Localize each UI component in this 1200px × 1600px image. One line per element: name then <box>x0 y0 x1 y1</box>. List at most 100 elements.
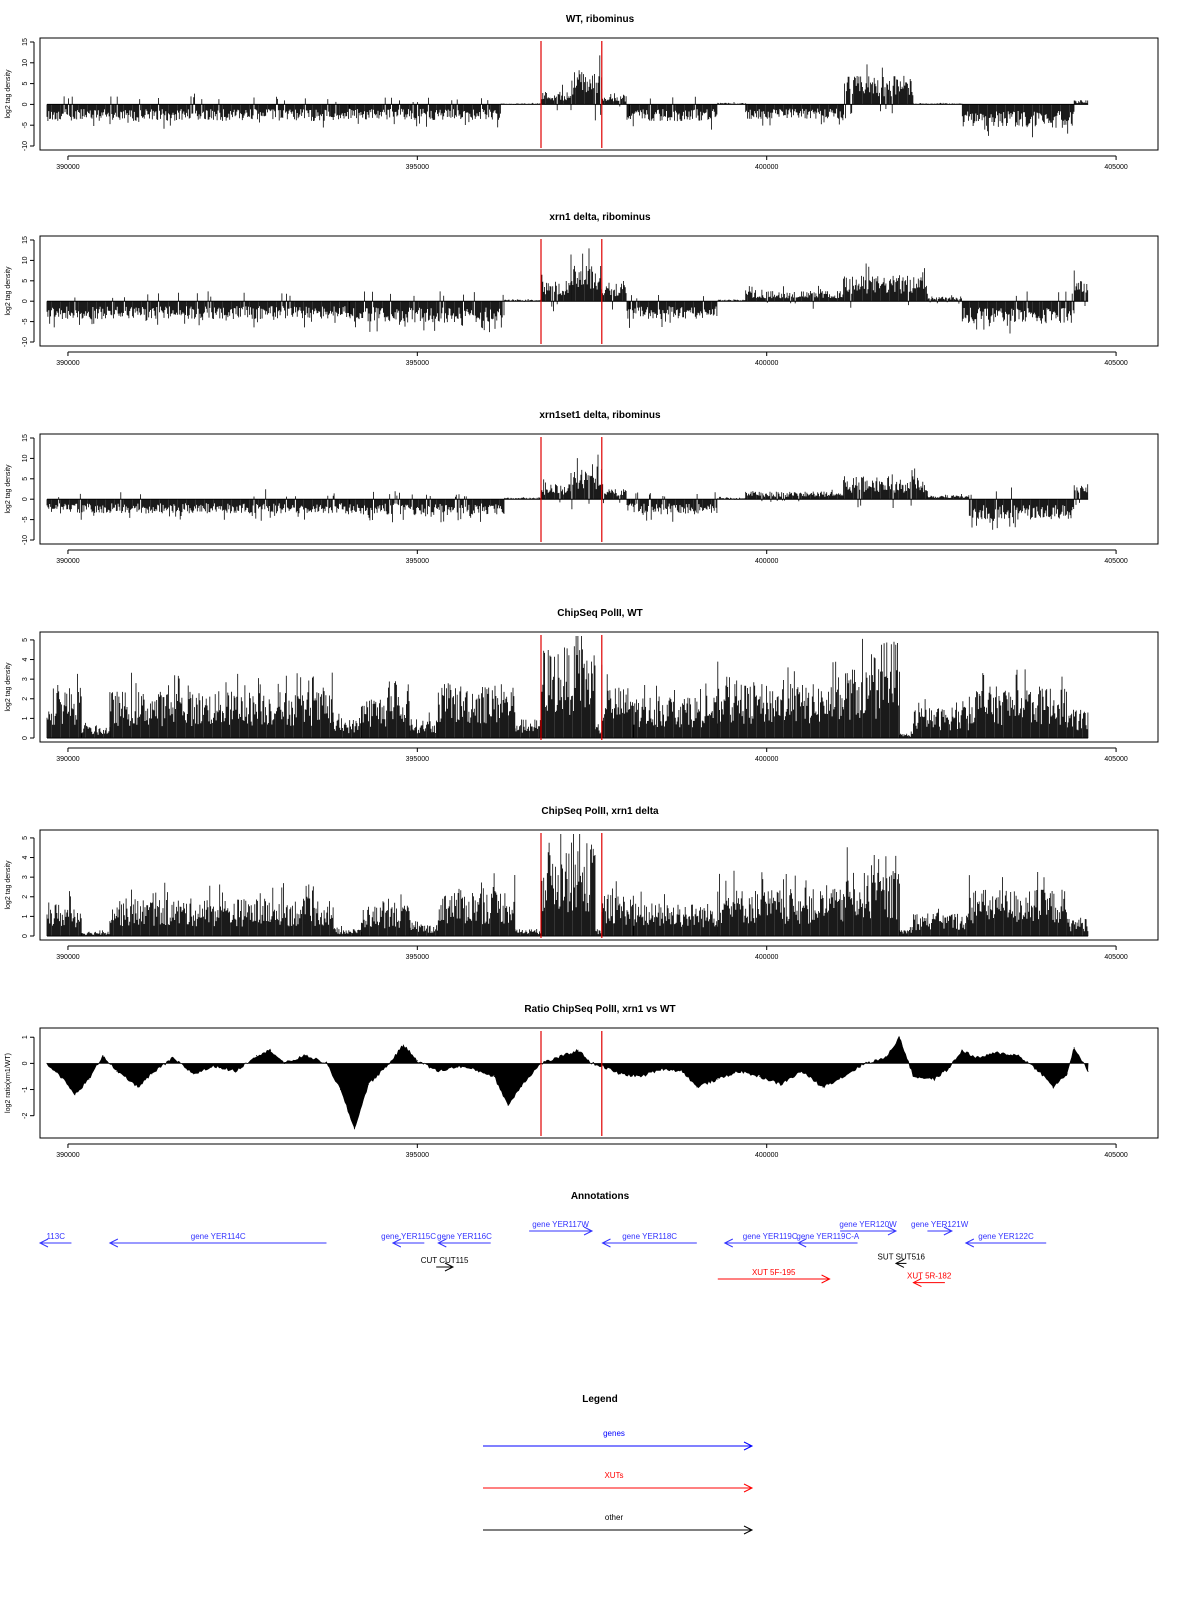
arrow-head <box>723 1238 733 1248</box>
signal-segment <box>540 636 596 738</box>
signal-bars <box>504 497 542 500</box>
chart-title: xrn1 delta, ribominus <box>549 212 651 223</box>
x-tick-label: 400000 <box>755 360 778 367</box>
annotation-feature: SUT SUT516 <box>877 1252 925 1268</box>
signal-bars <box>46 673 82 738</box>
signal-bars <box>601 484 627 504</box>
annotation-label: gene YER119C-A <box>796 1232 860 1241</box>
signal-segment <box>717 299 747 302</box>
signal-segment <box>745 285 844 309</box>
y-tick-label: 4 <box>22 657 29 661</box>
signal-segment <box>437 873 516 936</box>
annotation-label: XUT 5F-195 <box>752 1268 796 1277</box>
chart-title: Ratio ChipSeq PolII, xrn1 vs WT <box>524 1004 675 1015</box>
y-tick-label: 4 <box>22 855 29 859</box>
ratio-point <box>822 1086 824 1088</box>
signal-bars <box>626 492 718 522</box>
chart-panel-6: Ratio ChipSeq PolII, xrn1 vs WT -2 -1 0 1 log… <box>5 1004 1159 1159</box>
signal-bars <box>595 929 602 936</box>
y-tick-label: 0 <box>22 299 29 303</box>
y-tick-label: 10 <box>22 454 29 462</box>
x-tick-label: 395000 <box>406 558 429 565</box>
signal-bars <box>745 104 844 126</box>
ratio-point <box>437 1070 439 1072</box>
signal-segment <box>843 64 914 119</box>
signal-segment <box>500 102 542 105</box>
signal-bars <box>81 930 111 936</box>
ratio-point <box>1052 1086 1054 1088</box>
ratio-point <box>214 1065 216 1067</box>
y-tick-label: -2 <box>22 1112 29 1118</box>
ratio-point <box>116 1070 118 1072</box>
x-tick-label: 400000 <box>755 558 778 565</box>
signal-segment <box>347 291 505 333</box>
chart-panel-2: xrn1 delta, ribominus -10 -5 0 5 10 15 log2 tag… <box>5 212 1159 367</box>
signal-bars <box>745 285 844 309</box>
annotations-title: Annotations <box>571 1191 630 1202</box>
signal-segment <box>913 102 963 105</box>
ratio-point <box>102 1055 104 1057</box>
plot-frame <box>39 1027 1159 1139</box>
y-tick-label: 1 <box>22 914 29 918</box>
annotation-feature: gene YER114C <box>108 1232 327 1248</box>
signal-bars <box>899 927 914 936</box>
signal-segment <box>46 291 348 328</box>
ratio-point <box>864 1062 866 1064</box>
signal-bars <box>633 891 718 936</box>
signal-bars <box>514 719 541 738</box>
signal-segment <box>109 672 334 738</box>
signal-segment <box>927 494 970 500</box>
signal-segment <box>570 248 602 302</box>
ratio-point <box>46 1062 48 1064</box>
signal-bars <box>961 291 1075 334</box>
annotations-panel: Annotations 113C gene YER114C gene YER115C g… <box>38 1191 1047 1288</box>
x-tick-label: 395000 <box>406 954 429 961</box>
annotation-label: 113C <box>46 1232 65 1241</box>
x-tick-label: 405000 <box>1104 360 1127 367</box>
signal-bars <box>1066 917 1089 936</box>
plot-frame <box>39 631 1159 743</box>
signal-bars <box>1073 100 1089 105</box>
signal-bars <box>333 926 362 936</box>
chart-title: ChipSeq PolII, WT <box>557 608 643 619</box>
signal-bars <box>570 55 602 121</box>
signal-segment <box>843 468 928 508</box>
annotation-label: gene YER117W <box>532 1220 589 1229</box>
y-tick-label: 10 <box>22 256 29 264</box>
signal-segment <box>504 299 542 302</box>
y-tick-label: -5 <box>22 122 29 128</box>
annotation-label: gene YER115C <box>381 1232 436 1241</box>
y-tick-label: 5 <box>22 82 29 86</box>
signal-segment <box>46 489 348 521</box>
signal-segment <box>968 669 1067 738</box>
signal-segment <box>899 731 914 738</box>
x-tick-label: 400000 <box>755 954 778 961</box>
y-tick-label: 2 <box>22 895 29 899</box>
y-axis-label: log2 tag density <box>5 662 12 712</box>
annotation-feature: gene YER117W <box>529 1220 594 1236</box>
signal-segment <box>514 719 541 738</box>
arrow-head <box>444 1262 455 1272</box>
chart-panel-5: ChipSeq PolII, xrn1 delta 0 1 2 3 4 5 log2 tag … <box>5 806 1159 961</box>
signal-segment <box>1066 917 1089 936</box>
signal-segment <box>601 881 634 936</box>
y-tick-label: 1 <box>22 716 29 720</box>
ratio-point <box>801 1070 803 1072</box>
signal-bars <box>927 295 962 304</box>
y-tick-label: 1 <box>22 1035 29 1039</box>
annotation-feature: XUT 5R-182 <box>907 1272 952 1288</box>
signal-segment <box>968 872 1067 936</box>
ratio-point <box>74 1094 76 1096</box>
signal-bars <box>109 672 334 738</box>
x-tick-label: 390000 <box>56 558 79 565</box>
annotation-label: XUT 5R-182 <box>907 1272 952 1281</box>
annotation-label: SUT SUT516 <box>877 1252 925 1261</box>
legend-item-other: other <box>483 1513 754 1535</box>
annotation-feature: gene YER118C <box>601 1232 697 1248</box>
signal-bars <box>601 881 634 936</box>
x-tick-label: 405000 <box>1104 756 1127 763</box>
y-tick-label: -10 <box>22 337 29 347</box>
x-tick-label: 400000 <box>755 756 778 763</box>
legend-arrow-head <box>743 1525 754 1535</box>
ratio-point <box>235 1070 237 1072</box>
